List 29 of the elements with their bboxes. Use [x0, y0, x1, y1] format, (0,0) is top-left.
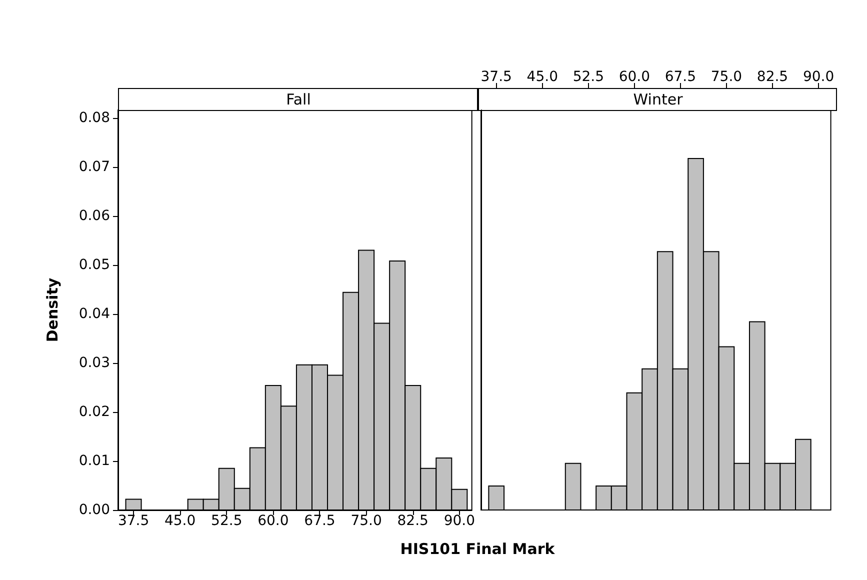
- x-tick-label: 45.0: [164, 513, 196, 529]
- x-tick-label: 52.5: [211, 513, 242, 529]
- y-tick-label: 0.00: [78, 502, 110, 518]
- x-tick-label: 75.0: [350, 513, 382, 529]
- x-axis-title: HIS101 Final Mark: [399, 540, 556, 558]
- x-tick-label: 67.5: [664, 69, 696, 85]
- x-tick-label: 52.5: [572, 69, 604, 85]
- y-tick-label: 0.01: [78, 452, 110, 469]
- y-axis-title: Density: [44, 278, 62, 342]
- y-tick-label: 0.06: [78, 208, 110, 224]
- x-tick-label: 82.5: [397, 513, 428, 529]
- chart-title: Winter: [633, 90, 684, 108]
- x-tick-label: 37.5: [480, 69, 512, 85]
- x-tick-label: 67.5: [304, 513, 336, 529]
- x-tick-label: 60.0: [618, 69, 650, 85]
- x-tick-label: 45.0: [526, 69, 558, 85]
- x-tick-label: 90.0: [444, 513, 475, 529]
- y-tick-label: 0.04: [78, 306, 110, 322]
- y-tick-label: 0.02: [78, 404, 110, 420]
- x-tick-label: 60.0: [258, 513, 289, 529]
- x-tick-label: 75.0: [710, 69, 742, 85]
- y-tick-label: 0.08: [78, 110, 110, 126]
- y-tick-label: 0.07: [78, 158, 110, 175]
- x-tick-label: 82.5: [756, 69, 788, 85]
- y-tick-label: 0.05: [78, 256, 110, 273]
- x-tick-label: 37.5: [118, 513, 150, 529]
- chart-title: Fall: [286, 90, 311, 108]
- x-tick-label: 90.0: [802, 69, 834, 85]
- y-tick-label: 0.03: [78, 354, 110, 371]
